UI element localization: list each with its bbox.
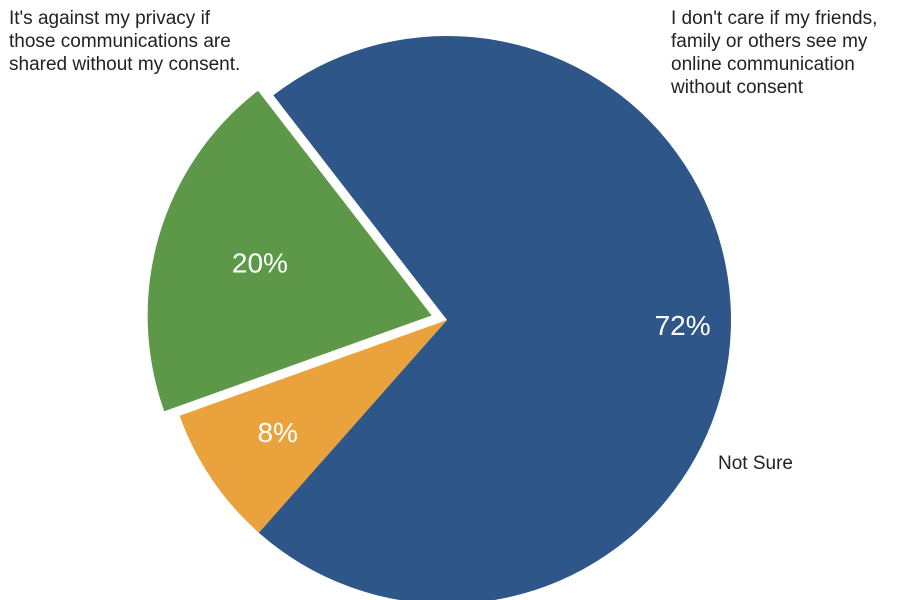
pie-value-label-2: 8% [257, 417, 297, 448]
pie-slices [147, 36, 731, 600]
slice-label-privacy: It's against my privacy if those communi… [9, 8, 241, 75]
pie-slice-1 [147, 90, 432, 412]
slice-label-dont-care: I don't care if my friends, family or ot… [671, 8, 878, 98]
pie-slice-0 [258, 36, 731, 600]
pie-value-label-1: 20% [232, 248, 288, 279]
pie-slice-2 [179, 320, 447, 533]
pie-value-label-0: 72% [655, 310, 711, 341]
pie-value-labels: 72% 20% 8% [232, 248, 711, 448]
slice-label-not-sure: Not Sure [718, 453, 793, 474]
